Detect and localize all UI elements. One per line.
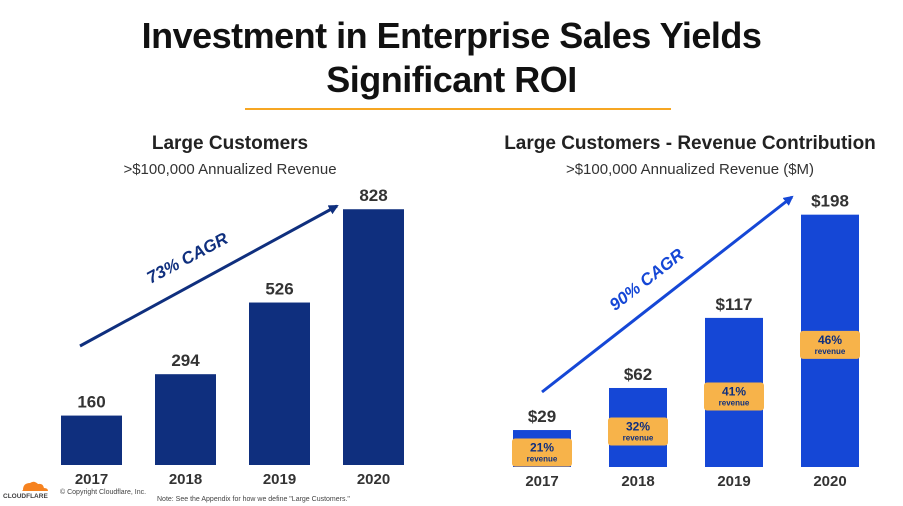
revenue-share-percent: 21% bbox=[530, 441, 554, 455]
revenue-share-caption: revenue bbox=[623, 433, 654, 442]
revenue-share-caption: revenue bbox=[815, 347, 846, 356]
bar-value-label: 294 bbox=[171, 351, 200, 370]
bar-2020 bbox=[343, 209, 404, 465]
revenue-share-badge: 46%revenue bbox=[800, 330, 860, 359]
x-tick-label: 2020 bbox=[813, 473, 846, 490]
right-chart-subtitle: >$100,000 Annualized Revenue ($M) bbox=[565, 161, 815, 178]
left-chart-subtitle: >$100,000 Annualized Revenue bbox=[123, 161, 337, 178]
bar-value-label: $29 bbox=[528, 407, 556, 426]
slide-title-line-2: Significant ROI bbox=[326, 59, 577, 100]
revenue-share-badge-box bbox=[800, 330, 860, 359]
revenue-share-badge-box bbox=[512, 438, 572, 467]
cagr-annotation: 73% CAGR bbox=[144, 229, 232, 288]
left-chart-title: Large Customers bbox=[151, 133, 309, 154]
right-chart: $29201721%revenue$62201832%revenue$11720… bbox=[512, 192, 860, 490]
title-divider bbox=[245, 108, 671, 110]
revenue-share-badge: 32%revenue bbox=[608, 417, 668, 446]
cagr-arrow bbox=[541, 195, 794, 394]
x-tick-label: 2017 bbox=[75, 471, 108, 488]
cloudflare-logo-icon: CLOUDFLARE bbox=[3, 481, 48, 500]
revenue-share-caption: revenue bbox=[527, 455, 558, 464]
left-chart: 160 2017 294 2018 526 2019 828 2020 73% CAGR bbox=[61, 186, 404, 488]
right-chart-title: Large Customers - Revenue Contribution bbox=[504, 133, 876, 154]
x-tick-label: 2019 bbox=[263, 471, 296, 488]
x-tick-label: 2020 bbox=[357, 471, 390, 488]
bar-value-label: $62 bbox=[624, 365, 652, 384]
bar-value-label: $117 bbox=[716, 295, 753, 314]
revenue-share-badge-box bbox=[608, 417, 668, 446]
revenue-share-badge-box bbox=[704, 382, 764, 411]
revenue-share-percent: 46% bbox=[818, 333, 842, 347]
revenue-share-percent: 41% bbox=[722, 384, 746, 398]
bar-value-label: 160 bbox=[77, 393, 105, 412]
bar-2017 bbox=[61, 415, 122, 465]
bar-value-label: 828 bbox=[359, 186, 387, 205]
revenue-share-percent: 32% bbox=[626, 419, 650, 433]
slide-title-line-1: Investment in Enterprise Sales Yields bbox=[141, 15, 762, 56]
x-tick-label: 2018 bbox=[169, 471, 202, 488]
bar-value-label: 526 bbox=[265, 280, 293, 299]
cloudflare-logo-text: CLOUDFLARE bbox=[3, 493, 48, 500]
x-tick-label: 2017 bbox=[525, 473, 558, 490]
bar-2019 bbox=[249, 302, 310, 465]
slide-title: Investment in Enterprise Sales Yields Si… bbox=[0, 14, 903, 102]
bar-value-label: $198 bbox=[811, 192, 849, 211]
revenue-share-badge: 41%revenue bbox=[704, 382, 764, 411]
copyright-text: © Copyright Cloudflare, Inc. bbox=[60, 489, 147, 496]
footnote: Note: See the Appendix for how we define… bbox=[157, 496, 350, 503]
x-tick-label: 2018 bbox=[621, 473, 654, 490]
cagr-annotation: 90% CAGR bbox=[606, 244, 688, 314]
x-tick-label: 2019 bbox=[717, 473, 750, 490]
revenue-share-caption: revenue bbox=[719, 398, 750, 407]
revenue-share-badge: 21%revenue bbox=[512, 438, 572, 467]
cagr-arrow bbox=[79, 204, 339, 348]
bar-2018 bbox=[155, 374, 216, 465]
